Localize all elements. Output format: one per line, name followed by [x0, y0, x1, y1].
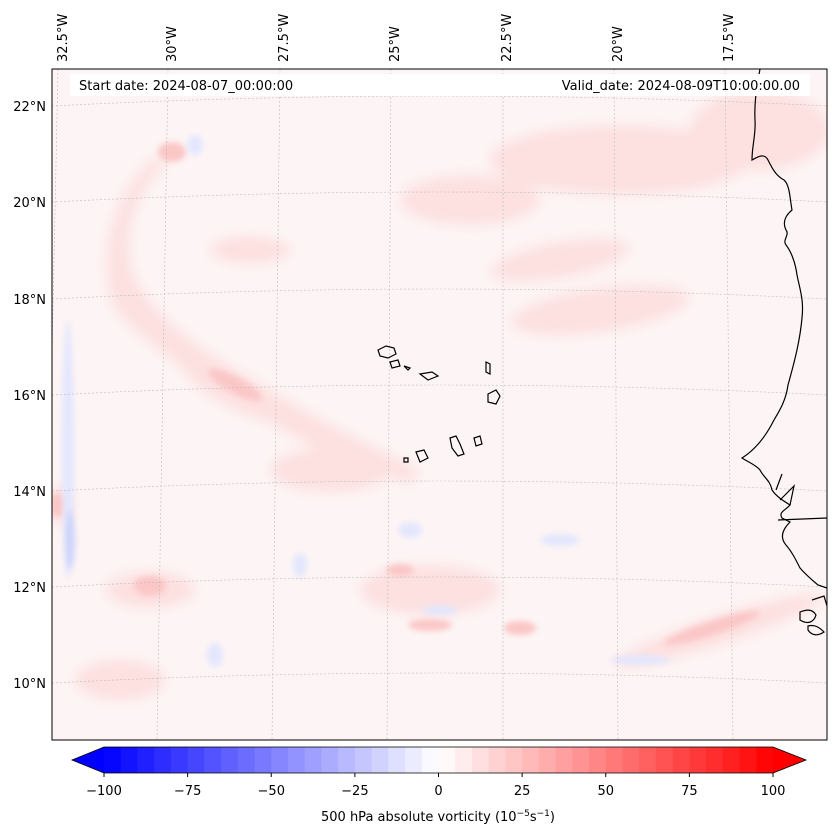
- colorbar-cell: [655, 747, 674, 773]
- colorbar-cell: [304, 747, 322, 773]
- colorbar-tick-label: −100: [86, 784, 122, 799]
- longitude-labels: 32.5°W 30°W 27.5°W 25°W 22.5°W 20°W 17.5…: [56, 14, 737, 62]
- lat-label: 18°N: [13, 293, 46, 308]
- colorbar-tick-label: −75: [174, 784, 201, 799]
- colorbar-tick-label: 50: [597, 784, 614, 799]
- colorbar-cell: [254, 747, 272, 773]
- colorbar-label-text: 500 hPa absolute vorticity (10: [321, 810, 517, 825]
- lat-label: 12°N: [13, 581, 46, 596]
- colorbar-cell: [405, 747, 423, 773]
- graticule: [52, 69, 827, 740]
- colorbar-cell: [371, 747, 389, 773]
- colorbar-cell: [572, 747, 590, 773]
- colorbar-label-exponent: −5: [517, 809, 530, 819]
- colorbar-cell: [438, 747, 456, 773]
- colorbar-low-extension: [72, 747, 104, 773]
- colorbar: −100 −75 −50 −25 0 25 50 75 100 500 hPa absolute…: [70, 746, 808, 825]
- colorbar-label-unit: s: [530, 810, 537, 825]
- colorbar-cell: [488, 747, 506, 773]
- colorbar-cell: [187, 747, 205, 773]
- colorbar-cell: [455, 747, 473, 773]
- colorbar-cell: [321, 747, 339, 773]
- africa-coastline: [740, 69, 827, 589]
- colorbar-cell: [722, 747, 741, 773]
- colorbar-cell: [471, 747, 490, 773]
- parallel-line: [52, 95, 827, 107]
- parallel-line: [52, 576, 827, 588]
- start-date-label: Start date: 2024-08-07_00:00:00: [79, 79, 293, 94]
- colorbar-label: 500 hPa absolute vorticity (10−5s−1): [321, 809, 555, 825]
- colorbar-cell: [706, 747, 724, 773]
- colorbar-ticks: −100 −75 −50 −25 0 25 50 75 100: [86, 773, 785, 799]
- cape-verde-islands: [377, 345, 501, 463]
- parallel-line: [52, 191, 827, 203]
- lat-label: 20°N: [13, 196, 46, 211]
- lon-label: 20°W: [611, 26, 626, 62]
- colorbar-label-exponent: −1: [537, 809, 550, 819]
- parallel-line: [52, 672, 827, 684]
- colorbar-cell: [154, 747, 172, 773]
- colorbar-cell: [204, 747, 222, 773]
- colorbar-cell: [137, 747, 155, 773]
- parallel-line: [52, 288, 827, 300]
- lon-label: 27.5°W: [277, 14, 292, 62]
- colorbar-cell: [589, 747, 607, 773]
- colorbar-cell: [354, 747, 373, 773]
- colorbar-cell: [689, 747, 707, 773]
- colorbar-cell: [555, 747, 573, 773]
- colorbar-cell: [505, 747, 523, 773]
- colorbar-cell: [120, 747, 138, 773]
- lon-label: 32.5°W: [56, 14, 71, 62]
- senegal-coast-detail: [775, 473, 827, 636]
- colorbar-cell: [104, 747, 122, 773]
- colorbar-cell: [622, 747, 640, 773]
- colorbar-cell: [672, 747, 690, 773]
- title-strip: [70, 74, 810, 96]
- vorticity-field-negative: [62, 135, 670, 667]
- colorbar-cell: [388, 747, 406, 773]
- colorbar-tick-label: 100: [761, 784, 786, 799]
- lon-label: 22.5°W: [500, 14, 515, 62]
- colorbar-label-close: ): [550, 810, 555, 825]
- colorbar-cell: [421, 747, 439, 773]
- colorbar-tick-label: 0: [434, 784, 442, 799]
- lon-label: 30°W: [165, 26, 180, 62]
- map-frame: [51, 68, 828, 741]
- lon-label: 17.5°W: [722, 14, 737, 62]
- colorbar-cell: [639, 747, 657, 773]
- colorbar-tick-label: −50: [258, 784, 285, 799]
- colorbar-tick-label: 25: [514, 784, 531, 799]
- colorbar-cell: [605, 747, 623, 773]
- lat-label: 16°N: [13, 389, 46, 404]
- valid-date-label: Valid_date: 2024-08-09T10:00:00.00: [562, 79, 800, 94]
- colorbar-cell: [170, 747, 189, 773]
- map-panel: [52, 69, 827, 740]
- colorbar-tick-label: 75: [681, 784, 698, 799]
- colorbar-tick-label: −25: [341, 784, 368, 799]
- colorbar-cell: [287, 747, 306, 773]
- colorbar-cell: [522, 747, 540, 773]
- latitude-labels: 22°N 20°N 18°N 16°N 14°N 12°N 10°N: [13, 100, 46, 692]
- parallel-line: [52, 384, 827, 396]
- colorbar-cell: [756, 747, 774, 773]
- vorticity-field-positive-core: [52, 142, 760, 645]
- colorbar-cell: [221, 747, 239, 773]
- colorbar-cell: [338, 747, 356, 773]
- lat-label: 14°N: [13, 485, 46, 500]
- lon-label: 25°W: [388, 26, 403, 62]
- colorbar-cell: [538, 747, 557, 773]
- lat-label: 22°N: [13, 100, 46, 115]
- colorbar-cell: [739, 747, 757, 773]
- colorbar-high-extension: [773, 747, 806, 773]
- colorbar-cell: [237, 747, 256, 773]
- colorbar-cells: [104, 747, 774, 773]
- colorbar-cell: [271, 747, 289, 773]
- lat-label: 10°N: [13, 677, 46, 692]
- parallel-line: [52, 480, 827, 492]
